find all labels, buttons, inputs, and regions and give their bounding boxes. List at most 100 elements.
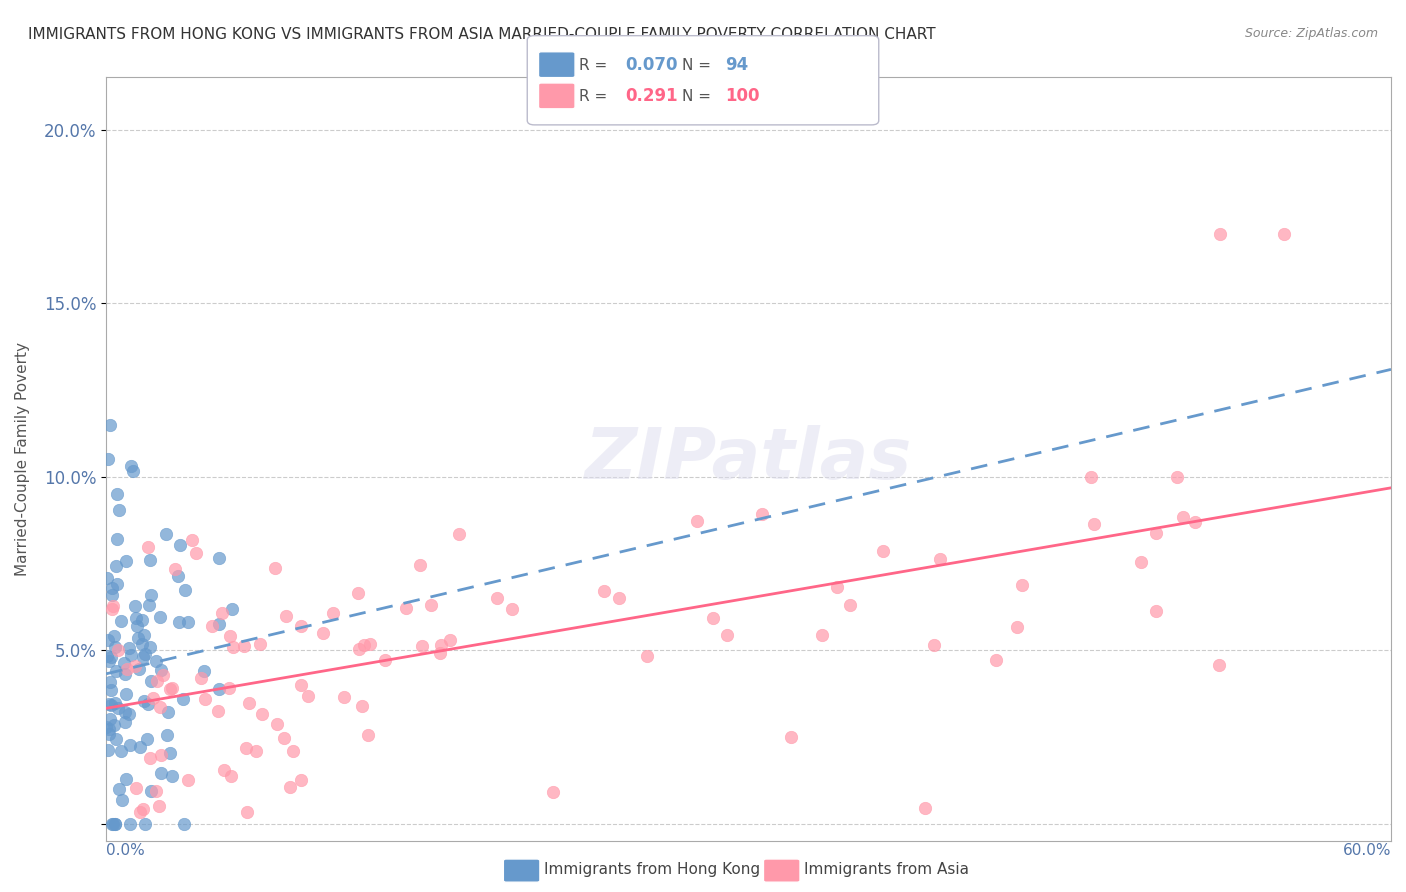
Y-axis label: Married-Couple Family Poverty: Married-Couple Family Poverty <box>15 343 30 576</box>
Point <box>278 780 301 794</box>
Text: R =: R = <box>579 58 607 72</box>
Point <box>172 692 194 706</box>
Point <box>207 704 229 718</box>
Point <box>139 640 162 654</box>
Point <box>98 712 121 726</box>
Point <box>264 560 287 574</box>
Point <box>115 554 138 568</box>
Point <box>252 707 274 722</box>
Point <box>1129 555 1152 569</box>
Point <box>221 768 243 782</box>
Point <box>357 728 380 742</box>
Point <box>118 738 141 752</box>
Point <box>101 601 124 615</box>
Point <box>593 583 616 598</box>
Point <box>103 629 125 643</box>
Point <box>1272 227 1295 241</box>
Point <box>486 591 509 605</box>
Point <box>238 696 260 710</box>
Text: 94: 94 <box>725 56 749 74</box>
Point <box>1005 620 1028 634</box>
Point <box>208 616 231 631</box>
Point <box>120 648 142 662</box>
Point <box>163 562 186 576</box>
Point <box>104 696 127 710</box>
Point <box>208 681 231 696</box>
Point <box>141 784 163 798</box>
Point <box>107 701 129 715</box>
Point <box>114 705 136 719</box>
Point <box>107 503 129 517</box>
Point <box>273 731 295 745</box>
Point <box>114 666 136 681</box>
Point <box>751 508 773 522</box>
Point <box>160 769 183 783</box>
Point <box>105 559 128 574</box>
Point <box>1184 515 1206 529</box>
Point <box>136 540 159 554</box>
Point <box>125 781 148 796</box>
Point <box>132 802 155 816</box>
Point <box>114 772 136 786</box>
Point <box>110 614 132 628</box>
Point <box>97 654 120 668</box>
Point <box>322 607 344 621</box>
Point <box>929 552 952 566</box>
Point <box>408 558 430 573</box>
Point <box>173 817 195 831</box>
Point <box>152 668 174 682</box>
Point <box>1144 526 1167 541</box>
Text: ZIPatlas: ZIPatlas <box>585 425 912 494</box>
Point <box>132 693 155 707</box>
Text: Immigrants from Hong Kong: Immigrants from Hong Kong <box>544 863 761 877</box>
Point <box>218 681 240 695</box>
Point <box>501 602 523 616</box>
Point <box>104 664 127 678</box>
Point <box>266 716 288 731</box>
Point <box>124 599 146 613</box>
Point <box>115 687 138 701</box>
Point <box>145 654 167 668</box>
Point <box>838 598 860 612</box>
Point <box>145 784 167 798</box>
Point <box>122 464 145 478</box>
Point <box>235 740 257 755</box>
Point <box>1011 578 1033 592</box>
Point <box>159 746 181 760</box>
Point <box>353 638 375 652</box>
Point <box>420 598 443 612</box>
Point <box>136 698 159 712</box>
Point <box>149 747 172 762</box>
Point <box>105 731 128 746</box>
Point <box>150 765 173 780</box>
Point <box>101 581 124 595</box>
Point <box>245 744 267 758</box>
Point <box>1080 469 1102 483</box>
Point <box>636 649 658 664</box>
Point <box>429 646 451 660</box>
Point <box>96 570 118 584</box>
Point <box>101 817 124 831</box>
Point <box>139 673 162 688</box>
Point <box>139 751 162 765</box>
Text: N =: N = <box>682 58 711 72</box>
Point <box>104 817 127 831</box>
Point <box>811 628 834 642</box>
Point <box>118 707 141 722</box>
Point <box>100 698 122 712</box>
Text: 0.070: 0.070 <box>626 56 678 74</box>
Point <box>107 643 129 657</box>
Point <box>394 600 416 615</box>
Text: 100: 100 <box>725 87 761 105</box>
Point <box>108 782 131 797</box>
Point <box>236 805 259 820</box>
Point <box>347 586 370 600</box>
Point <box>914 801 936 815</box>
Point <box>150 663 173 677</box>
Point <box>439 632 461 647</box>
Point <box>127 619 149 633</box>
Point <box>118 640 141 655</box>
Point <box>201 619 224 633</box>
Point <box>111 793 134 807</box>
Point <box>100 417 122 432</box>
